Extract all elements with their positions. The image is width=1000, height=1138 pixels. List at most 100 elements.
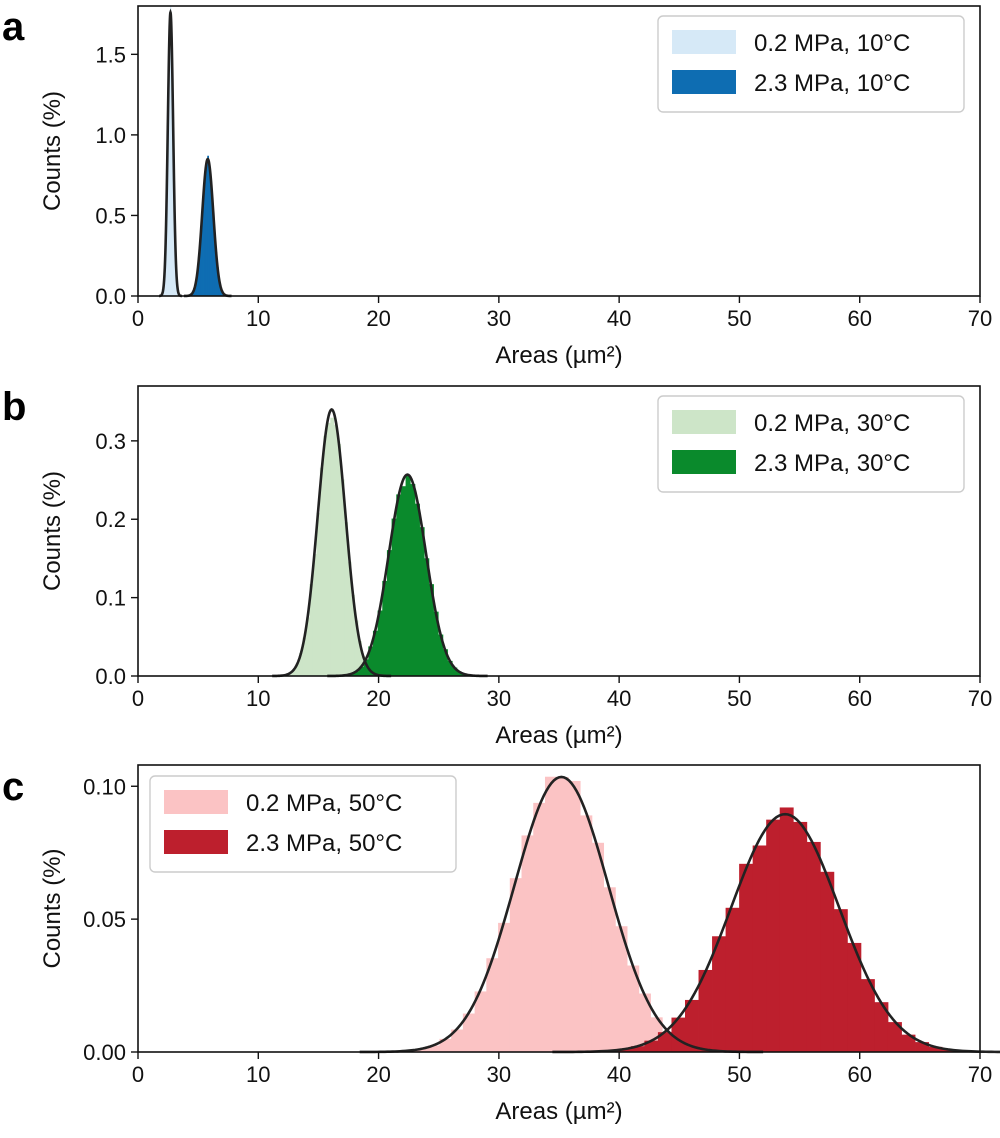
fit-curve-1 [359, 775, 764, 1054]
fit-curve-1 [159, 8, 182, 298]
histogram-bar-2 [887, 1022, 902, 1052]
histogram-bar-2 [698, 969, 713, 1052]
x-tick-label: 30 [487, 686, 511, 711]
y-tick-label: 0.2 [95, 507, 126, 532]
x-tick-label: 60 [847, 306, 871, 331]
histogram-bar-2 [201, 213, 204, 296]
y-axis-a: 0.0 0.5 1.0 1.5 [95, 42, 138, 309]
x-tick-label: 30 [487, 306, 511, 331]
panel-letter-a: a [2, 5, 25, 49]
legend-c: 0.2 MPa, 50°C 2.3 MPa, 50°C [149, 775, 457, 873]
histogram-bar-1 [333, 424, 338, 676]
histogram-bar-2 [833, 909, 848, 1052]
legend-label-c-1: 0.2 MPa, 50°C [246, 790, 402, 817]
histogram-bar-1 [323, 435, 328, 676]
histogram-bar-1 [462, 1013, 476, 1052]
x-tick-label: 50 [727, 1062, 751, 1087]
histogram-bar-2 [456, 671, 462, 676]
histogram-bar-1 [330, 417, 335, 676]
fit-curve-2 [552, 812, 1000, 1054]
x-tick-label: 20 [366, 1062, 390, 1087]
y-tick-label: 0.5 [95, 203, 126, 228]
x-tick-label: 60 [847, 686, 871, 711]
histogram-bar-2 [442, 649, 448, 676]
histogram-bar-2 [218, 278, 221, 296]
legend-swatch-a-1 [672, 30, 736, 54]
x-axis-c: 0 10 20 30 40 50 60 70 [132, 1052, 992, 1087]
y-tick-label: 0.0 [95, 284, 126, 309]
x-axis-a: 0 10 20 30 40 50 60 70 [132, 296, 992, 331]
x-tick-label: 10 [246, 1062, 270, 1087]
y-axis-b: 0.0 0.1 0.2 0.3 [95, 429, 138, 689]
y-tick-label: 1.0 [95, 123, 126, 148]
histogram-bar-1 [615, 926, 628, 1052]
legend-a: 0.2 MPa, 10°C 2.3 MPa, 10°C [657, 15, 965, 113]
histogram-bar-1 [172, 86, 174, 296]
histogram-bar-2 [685, 999, 699, 1052]
y-tick-label: 0.0 [95, 664, 126, 689]
histogram-bar-2 [400, 486, 406, 676]
x-tick-label: 70 [968, 686, 992, 711]
y-tick-label: 0.3 [95, 429, 126, 454]
histogram-bar-1 [168, 73, 170, 296]
bars-b [281, 417, 476, 676]
histogram-bar-2 [194, 284, 197, 296]
histogram-bar-2 [208, 165, 211, 296]
x-tick-label: 10 [246, 306, 270, 331]
histogram-bar-2 [752, 845, 767, 1052]
histogram-bar-2 [447, 660, 453, 676]
histogram-bar-1 [415, 1048, 429, 1052]
x-tick-label: 50 [727, 686, 751, 711]
histogram-bar-2 [928, 1046, 943, 1052]
histogram-bar-1 [337, 443, 342, 676]
x-axis-title-c: Areas (µm²) [495, 1098, 622, 1125]
x-tick-label: 40 [607, 306, 631, 331]
histogram-bar-2 [820, 871, 835, 1052]
histogram-bar-2 [452, 667, 458, 676]
histogram-bar-2 [368, 646, 374, 676]
histogram-bar-2 [391, 518, 397, 676]
histogram-bar-1 [580, 815, 593, 1052]
histogram-bar-1 [312, 554, 317, 676]
x-tick-label: 20 [366, 686, 390, 711]
histogram-bar-2 [214, 234, 216, 296]
histogram-bar-1 [347, 561, 352, 676]
legend-swatch-c-2 [164, 830, 228, 854]
histogram-bar-1 [171, 41, 173, 296]
x-tick-label: 70 [968, 1062, 992, 1087]
fit-curve-2 [327, 473, 488, 678]
x-tick-label: 0 [132, 1062, 144, 1087]
histogram-bar-2 [725, 907, 740, 1052]
y-tick-label: 0.00 [83, 1040, 126, 1065]
histogram-bar-1 [316, 512, 321, 676]
histogram-bar-2 [766, 819, 781, 1052]
panel-letter-c: c [2, 765, 24, 809]
panel-letter-b: b [2, 385, 26, 429]
legend-label-a-2: 2.3 MPa, 10°C [754, 70, 910, 97]
histogram-bar-1 [427, 1045, 440, 1052]
histogram-bar-2 [196, 276, 198, 296]
histogram-bar-1 [354, 620, 359, 676]
histogram-bar-2 [414, 503, 420, 676]
x-tick-label: 20 [366, 306, 390, 331]
y-tick-label: 0.1 [95, 586, 126, 611]
legend-b: 0.2 MPa, 30°C 2.3 MPa, 30°C [657, 395, 965, 493]
x-tick-label: 10 [246, 686, 270, 711]
histogram-bar-2 [205, 163, 208, 296]
legend-swatch-b-1 [672, 410, 736, 434]
plot-frame-c [137, 764, 981, 1053]
histogram-bar-1 [340, 479, 345, 676]
histogram-bar-2 [377, 610, 383, 676]
histogram-bar-1 [288, 672, 293, 676]
y-tick-label: 0.10 [83, 774, 126, 799]
y-axis-title-c: Counts (%) [39, 848, 66, 968]
fit-curves-b [272, 408, 488, 678]
histogram-bar-1 [326, 422, 331, 676]
y-axis-title-b: Counts (%) [39, 471, 66, 591]
histogram-bar-2 [209, 177, 212, 296]
plot-frame-a [137, 5, 981, 297]
histogram-bar-2 [405, 475, 411, 676]
histogram-bar-2 [847, 942, 862, 1052]
x-tick-label: 0 [132, 686, 144, 711]
histogram-bar-2 [915, 1042, 929, 1052]
